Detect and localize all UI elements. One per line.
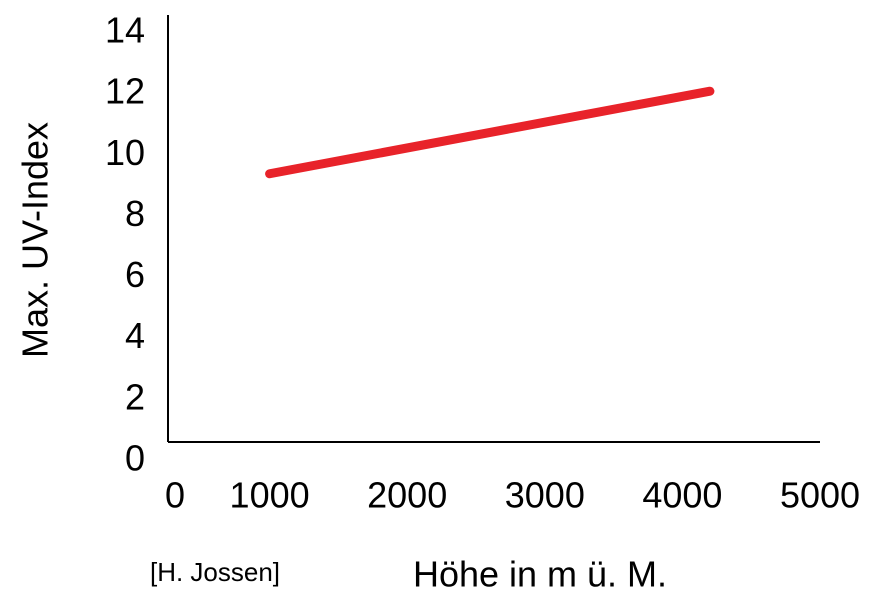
x-tick-label: 1000 [230, 475, 310, 516]
y-tick-label: 4 [125, 315, 145, 356]
y-tick-label: 10 [105, 132, 145, 173]
y-tick-label: 0 [125, 438, 145, 479]
y-tick-label: 2 [125, 376, 145, 417]
x-tick-label: 2000 [367, 475, 447, 516]
x-tick-label: 4000 [642, 475, 722, 516]
x-tick-label: 0 [165, 475, 185, 516]
x-tick-label: 3000 [505, 475, 585, 516]
y-tick-label: 14 [105, 10, 145, 51]
x-axis-label: Höhe in m ü. M. [413, 554, 667, 595]
y-tick-label: 12 [105, 71, 145, 112]
data-line [265, 86, 715, 179]
source-note: [H. Jossen] [150, 557, 280, 587]
x-tick-label: 5000 [780, 475, 860, 516]
y-tick-label: 6 [125, 254, 145, 295]
y-tick-label: 8 [125, 193, 145, 234]
y-axis-label: Max. UV-Index [15, 122, 56, 358]
